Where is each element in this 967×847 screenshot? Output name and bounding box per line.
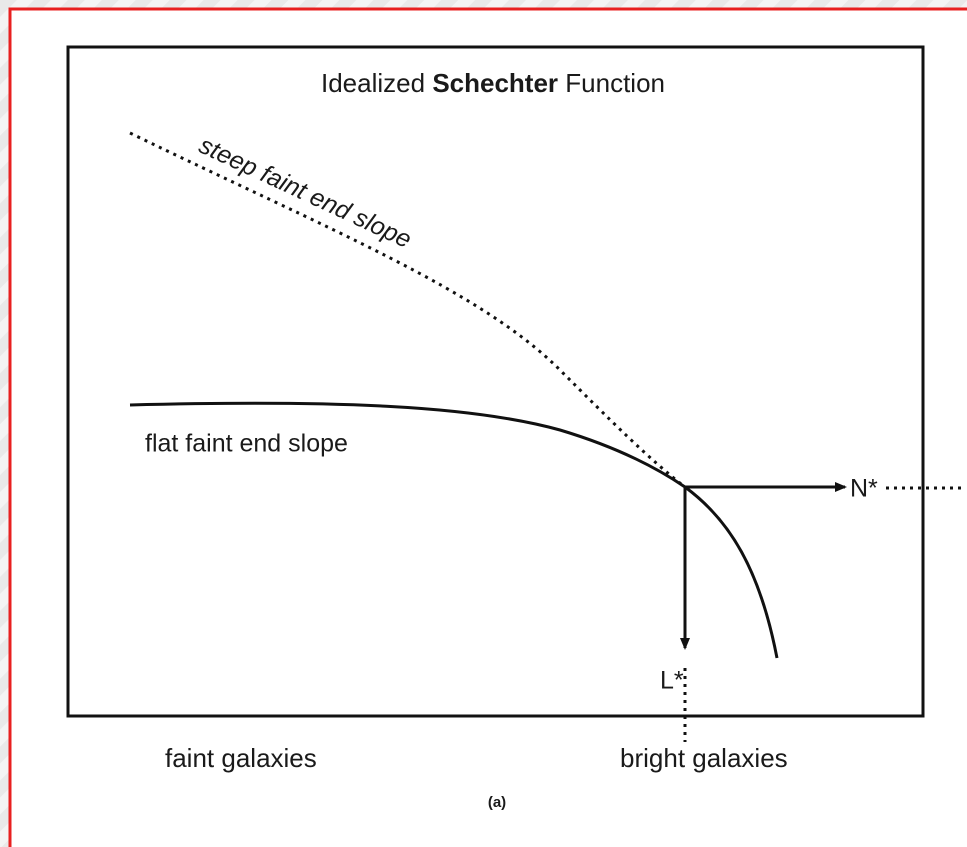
frame [8,7,967,847]
caption: (a) [488,794,506,811]
title-part: Function [558,68,665,98]
n-star-label: N* [850,475,878,503]
flat-label: flat faint end slope [145,430,348,458]
title-part: Idealized [321,68,432,98]
l-star-label: L* [660,667,684,695]
right-axis-label: bright galaxies [620,743,788,773]
plot-box [66,45,925,718]
title: Idealized Schechter Function [321,68,665,98]
steep-curve [129,131,686,489]
flat-curve [129,401,779,659]
left-axis-label: faint galaxies [165,743,317,773]
title-part: Schechter [432,68,558,98]
